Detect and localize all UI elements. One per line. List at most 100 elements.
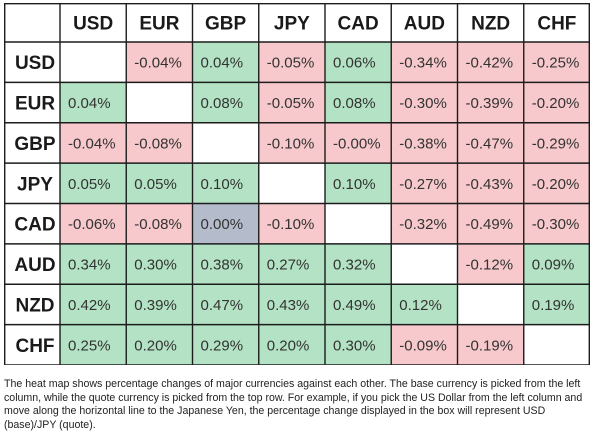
cell-chf-chf <box>523 324 590 365</box>
cell-value-usd-cad: 0.06% <box>333 55 376 72</box>
cell-value-nzd-usd: 0.42% <box>68 297 111 314</box>
cell-value-chf-eur: 0.20% <box>134 337 177 354</box>
cell-eur-cad <box>325 82 392 123</box>
cell-value-eur-usd: 0.04% <box>68 95 111 112</box>
cell-eur-aud <box>391 82 458 123</box>
cell-nzd-gbp <box>192 284 259 325</box>
cell-value-usd-jpy: -0.05% <box>267 55 315 72</box>
cell-value-nzd-jpy: 0.43% <box>267 297 310 314</box>
cell-value-jpy-usd: 0.05% <box>68 176 111 193</box>
cell-jpy-usd <box>60 163 127 204</box>
row-header-eur: EUR <box>15 94 55 115</box>
cell-value-nzd-aud: 0.12% <box>399 297 442 314</box>
cell-chf-aud <box>391 324 458 365</box>
cell-gbp-jpy <box>258 122 325 164</box>
row-header-chf: CHF <box>15 336 54 357</box>
cell-value-gbp-cad: -0.00% <box>333 135 381 152</box>
cell-chf-usd <box>60 324 127 365</box>
cell-value-jpy-cad: 0.10% <box>333 176 376 193</box>
cell-usd-aud <box>391 42 458 83</box>
cell-value-aud-chf: 0.09% <box>532 257 575 274</box>
cell-aud-jpy <box>258 243 325 285</box>
cell-value-aud-usd: 0.34% <box>68 257 111 274</box>
row-header-gbp: GBP <box>14 134 56 155</box>
cell-usd-nzd <box>457 42 524 83</box>
cell-value-eur-jpy: -0.05% <box>267 95 315 112</box>
cell-cad-chf <box>523 203 590 244</box>
cell-gbp-nzd <box>457 122 524 164</box>
cell-jpy-nzd <box>457 163 524 204</box>
cell-value-nzd-cad: 0.49% <box>333 297 376 314</box>
cell-value-eur-chf: -0.20% <box>532 95 580 112</box>
cell-jpy-aud <box>391 163 458 204</box>
cell-cad-cad <box>325 203 392 244</box>
cell-eur-gbp <box>192 82 259 123</box>
cell-value-chf-aud: -0.09% <box>399 337 447 354</box>
cell-usd-gbp <box>192 42 259 83</box>
cell-usd-usd <box>60 42 127 83</box>
cell-value-nzd-gbp: 0.47% <box>201 297 244 314</box>
row-header-jpy: JPY <box>17 174 53 195</box>
cell-gbp-usd <box>60 122 127 164</box>
cell-value-eur-gbp: 0.08% <box>201 95 244 112</box>
row-header-aud: AUD <box>14 255 55 276</box>
cell-value-jpy-eur: 0.05% <box>134 176 177 193</box>
heatmap-caption: The heat map shows percentage changes of… <box>4 378 583 431</box>
cell-value-chf-usd: 0.25% <box>68 337 111 354</box>
cell-eur-jpy <box>258 82 325 123</box>
cell-aud-chf <box>523 243 590 285</box>
cell-jpy-jpy <box>258 163 325 204</box>
cell-value-jpy-nzd: -0.43% <box>466 176 514 193</box>
cell-value-usd-chf: -0.25% <box>532 55 580 72</box>
cell-value-usd-eur: -0.04% <box>134 55 182 72</box>
cell-value-gbp-aud: -0.38% <box>399 135 447 152</box>
cell-nzd-jpy <box>258 284 325 325</box>
cell-aud-cad <box>325 243 392 285</box>
cell-aud-aud <box>391 243 458 285</box>
cell-value-usd-aud: -0.34% <box>399 55 447 72</box>
cell-value-cad-chf: -0.30% <box>532 216 580 233</box>
heatmap-grid: USD EUR GBP JPY CAD AUD NZD CHF USD EUR GBP JPY CAD A… <box>4 3 590 365</box>
cell-value-chf-gbp: 0.29% <box>201 337 244 354</box>
column-header-usd: USD <box>73 14 113 35</box>
cell-aud-gbp <box>192 243 259 285</box>
cell-value-jpy-chf: -0.20% <box>532 176 580 193</box>
cell-usd-cad <box>325 42 392 83</box>
cell-jpy-gbp <box>192 163 259 204</box>
cell-eur-eur <box>126 82 193 123</box>
column-header-nzd: NZD <box>471 14 510 35</box>
column-header-chf: CHF <box>537 14 576 35</box>
cell-value-chf-nzd: -0.19% <box>466 337 514 354</box>
cell-nzd-usd <box>60 284 127 325</box>
cell-value-gbp-eur: -0.08% <box>134 135 182 152</box>
cell-value-aud-gbp: 0.38% <box>201 257 244 274</box>
cell-aud-nzd <box>457 243 524 285</box>
column-header-jpy: JPY <box>274 14 310 35</box>
cell-cad-jpy <box>258 203 325 244</box>
cell-jpy-eur <box>126 163 193 204</box>
cell-value-aud-nzd: -0.12% <box>466 257 514 274</box>
cell-gbp-eur <box>126 122 193 164</box>
cell-gbp-chf <box>523 122 590 164</box>
cell-chf-jpy <box>258 324 325 365</box>
cell-gbp-cad <box>325 122 392 164</box>
cell-cad-usd <box>60 203 127 244</box>
currency-heatmap: USD EUR GBP JPY CAD AUD NZD CHF USD EUR GBP JPY CAD A… <box>4 3 590 365</box>
cell-eur-chf <box>523 82 590 123</box>
cell-value-cad-gbp: 0.00% <box>201 216 244 233</box>
cell-value-eur-nzd: -0.39% <box>466 95 514 112</box>
cell-aud-eur <box>126 243 193 285</box>
column-header-aud: AUD <box>404 14 445 35</box>
cell-jpy-cad <box>325 163 392 204</box>
cell-value-jpy-aud: -0.27% <box>399 176 447 193</box>
row-header-usd: USD <box>15 53 55 74</box>
cell-value-cad-jpy: -0.10% <box>267 216 315 233</box>
cell-usd-eur <box>126 42 193 83</box>
row-header-nzd: NZD <box>15 295 54 316</box>
cell-aud-usd <box>60 243 127 285</box>
cell-chf-gbp <box>192 324 259 365</box>
cell-nzd-nzd <box>457 284 524 325</box>
cell-gbp-aud <box>391 122 458 164</box>
cell-eur-nzd <box>457 82 524 123</box>
cell-value-aud-cad: 0.32% <box>333 257 376 274</box>
